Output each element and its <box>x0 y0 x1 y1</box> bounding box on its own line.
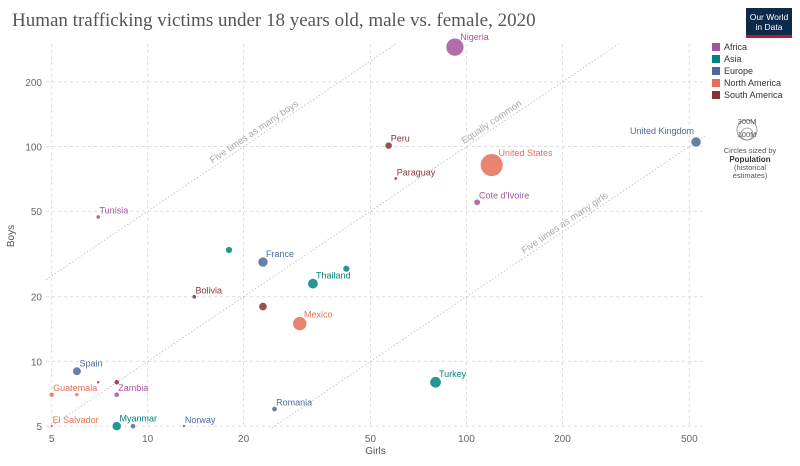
x-tick-label: 500 <box>681 434 698 445</box>
size-legend-caption-estimates: estimates) <box>733 171 768 180</box>
data-point[interactable] <box>307 278 319 290</box>
x-tick-label: 200 <box>554 434 571 445</box>
data-point[interactable] <box>96 380 101 385</box>
reference-line <box>48 43 619 429</box>
legend-label[interactable]: Europe <box>724 66 753 76</box>
point-label: Guatemala <box>53 383 97 393</box>
size-legend-caption: Circles sized by <box>724 146 777 155</box>
reference-line-label: Five times as many girls <box>520 190 611 256</box>
data-point[interactable] <box>393 176 398 181</box>
point-label: Spain <box>79 359 102 369</box>
size-legend-small-circle <box>740 127 754 141</box>
point-label: Norway <box>185 415 216 425</box>
legend-swatch <box>712 43 720 51</box>
y-tick-label: 20 <box>31 293 43 304</box>
point-label: Romania <box>276 397 312 407</box>
data-point[interactable] <box>74 392 80 397</box>
y-tick-label: 5 <box>36 422 42 433</box>
point-label: Mexico <box>304 309 333 319</box>
data-point[interactable] <box>342 265 351 273</box>
y-tick-label: 50 <box>31 207 43 218</box>
point-label: United States <box>499 148 554 158</box>
legend: Africa Asia Europe North America South Ameri… <box>712 42 783 100</box>
point-label: Nigeria <box>460 32 489 42</box>
data-point[interactable] <box>690 136 702 148</box>
point-label: Cote d'Ivoire <box>479 190 529 200</box>
data-point[interactable] <box>473 198 481 206</box>
legend-swatch <box>712 55 720 63</box>
legend-swatch <box>712 67 720 75</box>
size-legend-caption-historical: (historical <box>734 163 766 172</box>
data-point[interactable] <box>113 391 120 398</box>
point-label: Zambia <box>118 383 148 393</box>
data-point[interactable] <box>445 37 465 57</box>
y-axis-label: Boys <box>6 225 17 247</box>
point-label: Tunisia <box>100 206 129 216</box>
point-label: France <box>266 249 294 259</box>
grid-layer <box>46 44 705 428</box>
x-tick-label: 10 <box>142 434 154 445</box>
data-point[interactable] <box>257 256 269 268</box>
point-label: Paraguay <box>397 168 436 178</box>
data-point[interactable] <box>191 294 197 300</box>
data-point[interactable] <box>49 424 54 428</box>
tick-labels-layer: 5 10 20 50 100 200 500 5 10 20 50 100 200 <box>25 78 698 445</box>
data-point[interactable] <box>271 406 278 413</box>
size-legend-large-label: 300M <box>738 117 757 126</box>
data-point[interactable] <box>113 379 120 386</box>
point-label: Bolivia <box>196 285 223 295</box>
y-tick-label: 10 <box>31 357 43 368</box>
data-point[interactable] <box>72 366 82 376</box>
data-point[interactable] <box>95 214 101 220</box>
reference-line <box>271 135 706 429</box>
logo-line-2: in Data <box>755 22 783 32</box>
size-legend: 300M 100M Circles sized by Population (h… <box>724 117 777 180</box>
size-legend-small-label: 100M <box>738 130 757 139</box>
data-point[interactable] <box>258 302 268 312</box>
reference-line <box>45 43 396 281</box>
x-axis-label: Girls <box>365 446 386 457</box>
points-layer <box>48 37 702 431</box>
point-label: Peru <box>391 133 410 143</box>
point-label: United Kingdom <box>630 126 694 136</box>
x-tick-label: 5 <box>49 434 55 445</box>
y-tick-label: 100 <box>25 143 42 154</box>
legend-label[interactable]: North America <box>724 78 781 88</box>
data-point[interactable] <box>182 424 186 428</box>
data-point[interactable] <box>130 423 136 430</box>
data-point[interactable] <box>384 141 393 150</box>
data-point[interactable] <box>111 421 122 431</box>
point-label: Thailand <box>316 271 351 281</box>
point-label: Turkey <box>439 369 467 379</box>
legend-swatch <box>712 79 720 87</box>
reference-line-label: Equally common <box>460 98 524 146</box>
data-point[interactable] <box>225 246 233 254</box>
point-labels-layer: Nigeria United States United Kingdom Peru Pa… <box>53 32 695 425</box>
data-point[interactable] <box>429 376 442 389</box>
legend-label[interactable]: South America <box>724 90 783 100</box>
legend-swatch <box>712 91 720 99</box>
legend-label[interactable]: Asia <box>724 54 742 64</box>
owid-logo[interactable]: Our World in Data <box>746 8 792 38</box>
data-point[interactable] <box>480 153 504 177</box>
logo-line-1: Our World <box>749 12 789 22</box>
x-tick-label: 100 <box>458 434 475 445</box>
point-label: Myanmar <box>119 413 157 423</box>
chart-title: Human trafficking victims under 18 years… <box>12 10 536 31</box>
data-point[interactable] <box>292 316 308 331</box>
x-tick-label: 20 <box>238 434 250 445</box>
point-label: El Salvador <box>53 415 99 425</box>
size-legend-caption-bold: Population <box>729 155 770 164</box>
y-tick-label: 200 <box>25 78 42 89</box>
reference-lines-layer: Five times as many boys Equally common Fiv… <box>45 43 706 429</box>
data-point[interactable] <box>48 391 55 398</box>
x-tick-label: 50 <box>365 434 377 445</box>
legend-label[interactable]: Africa <box>724 42 747 52</box>
reference-line-label: Five times as many boys <box>208 98 301 166</box>
